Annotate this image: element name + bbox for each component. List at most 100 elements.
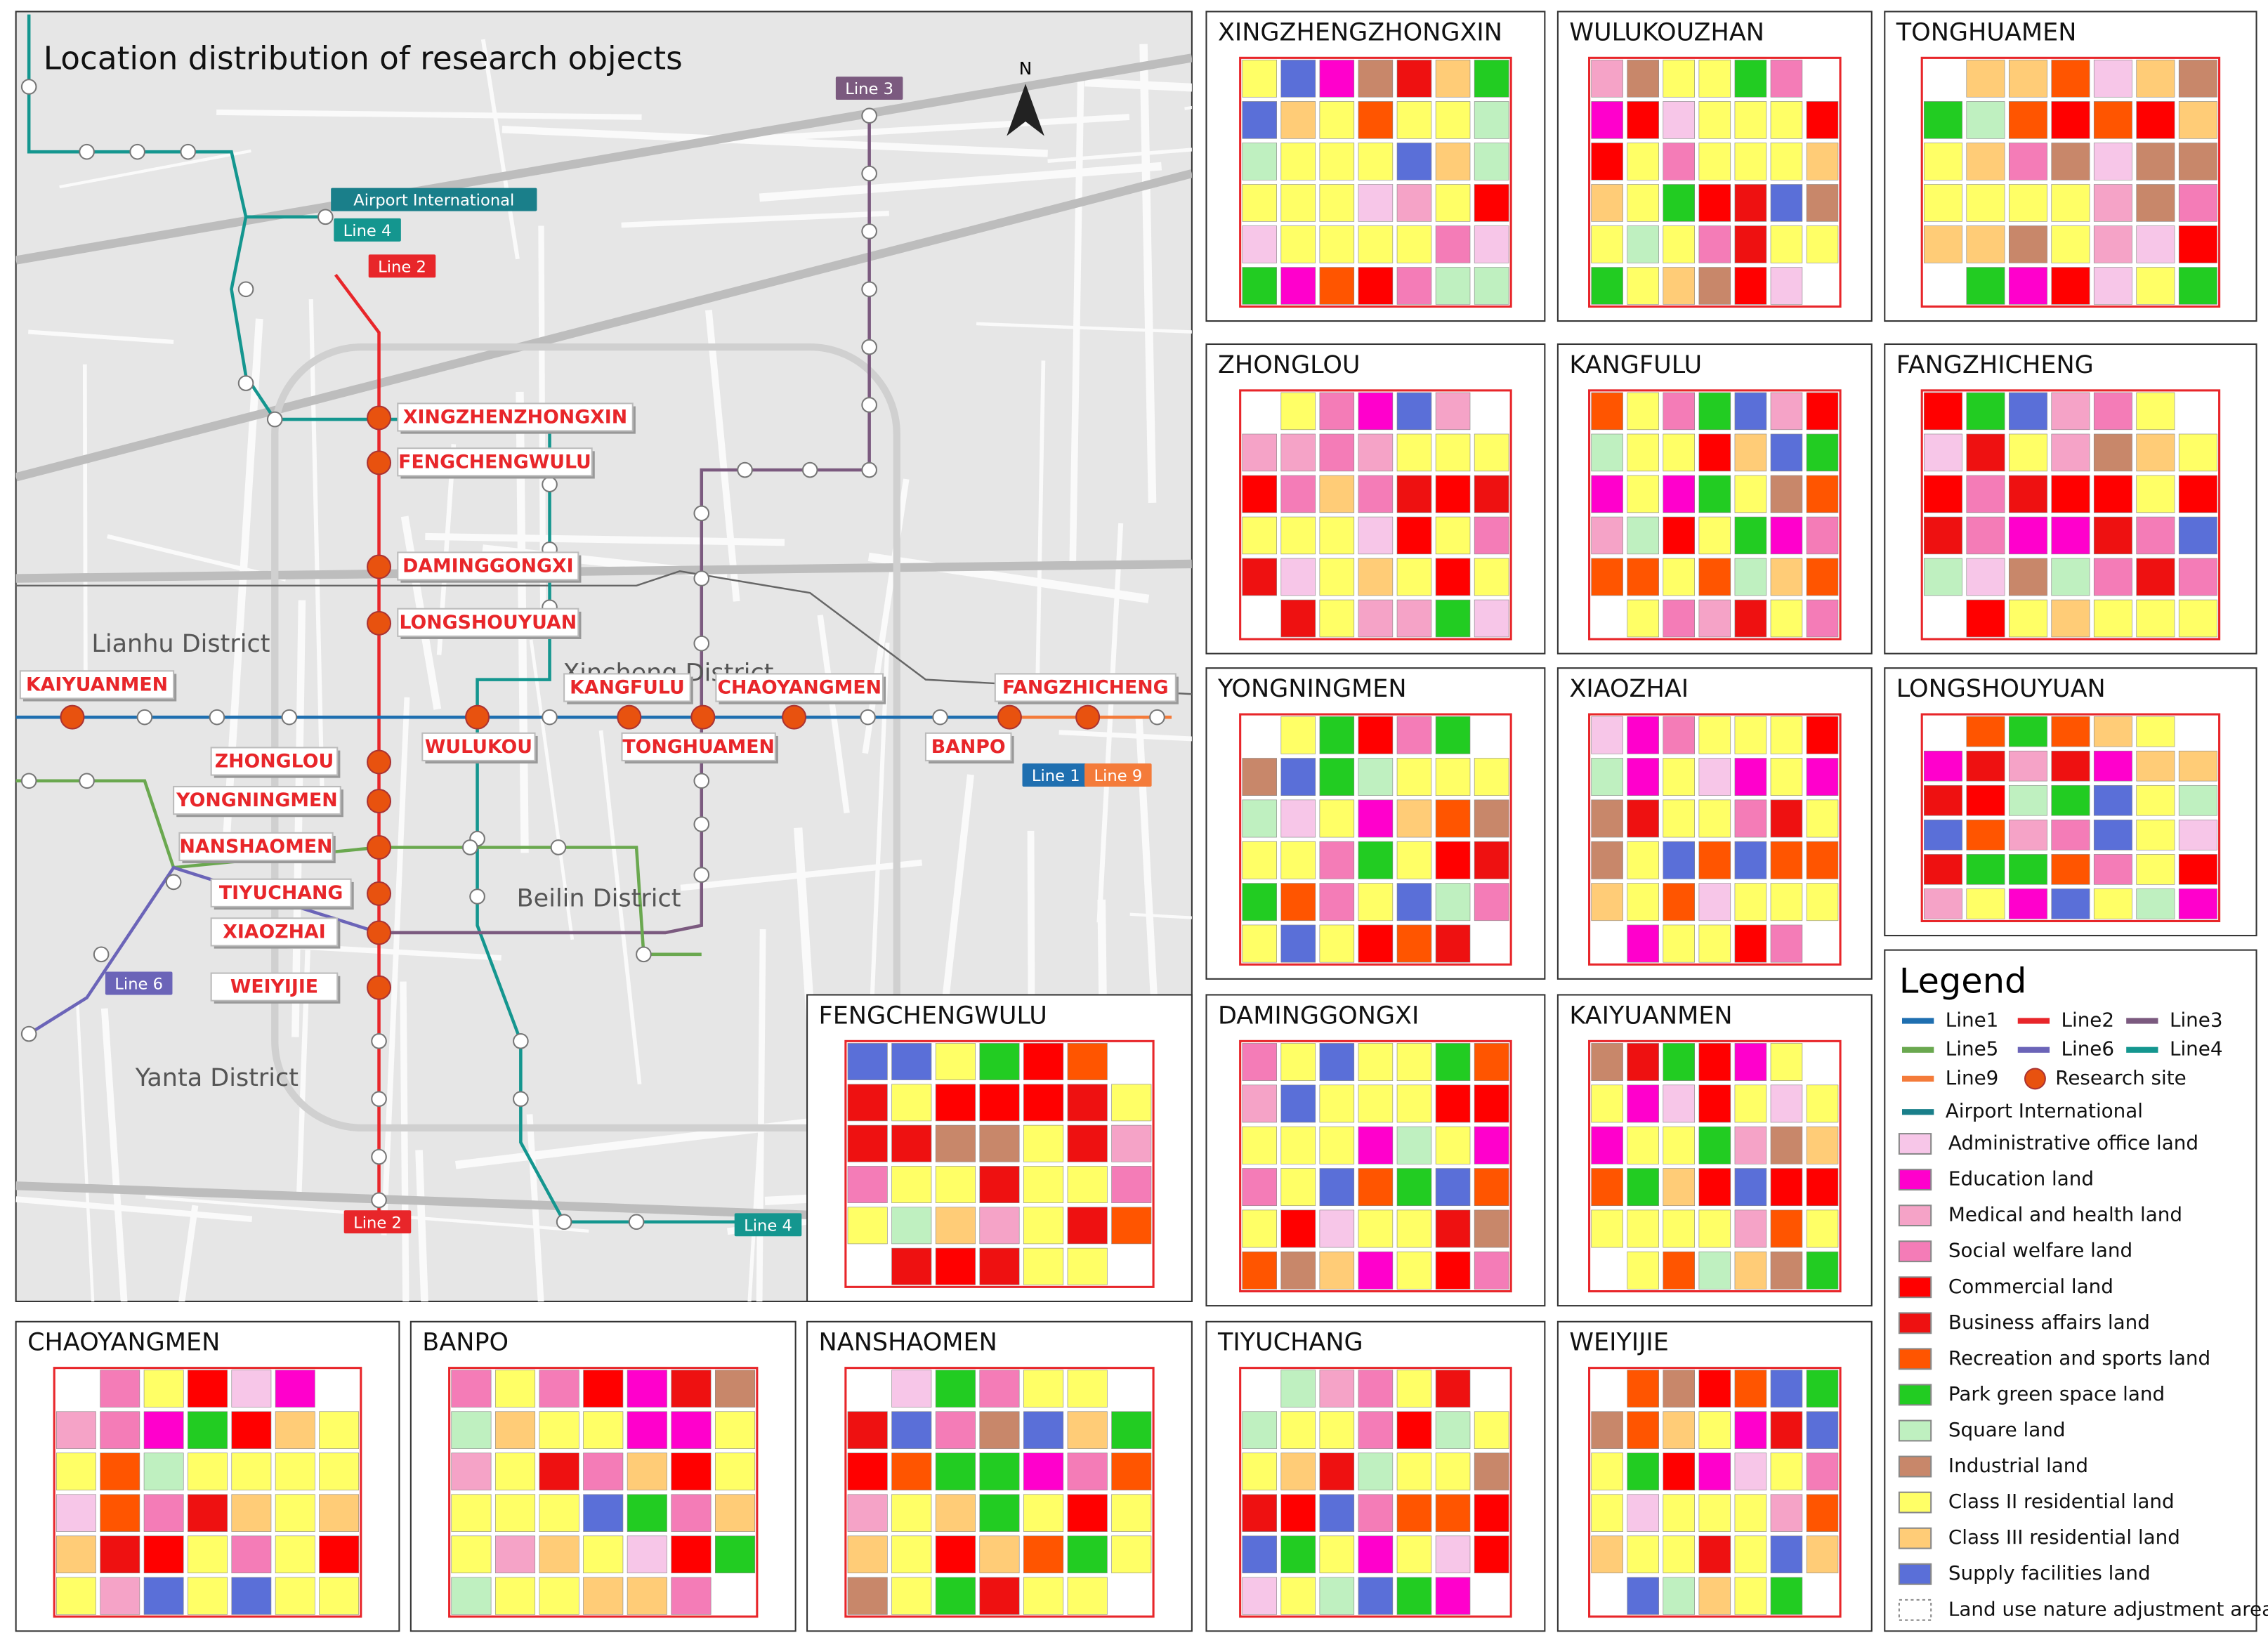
land-parcel <box>1698 599 1731 638</box>
land-parcel <box>1280 433 1316 472</box>
land-parcel <box>1280 1535 1316 1573</box>
land-parcel <box>2093 785 2132 816</box>
land-parcel <box>1242 433 1277 472</box>
land-parcel <box>1474 225 1509 263</box>
land-parcel <box>1663 225 1695 263</box>
land-parcel <box>1627 841 1659 879</box>
land-parcel <box>1435 841 1471 879</box>
land-parcel <box>1627 924 1659 963</box>
land-parcel <box>1923 854 1962 885</box>
research-site <box>367 749 392 775</box>
research-site <box>367 789 392 814</box>
legend-label: Supply facilities land <box>1948 1561 2151 1584</box>
land-parcel <box>1966 750 2005 782</box>
land-parcel <box>2093 475 2132 513</box>
land-parcel <box>1023 1494 1064 1532</box>
road <box>425 532 785 546</box>
land-parcel <box>1627 392 1659 431</box>
land-parcel <box>1435 143 1471 181</box>
research-site <box>367 920 392 945</box>
land-parcel <box>1319 1411 1355 1449</box>
land-parcel <box>2051 516 2090 555</box>
land-parcel <box>275 1370 315 1408</box>
land-parcel <box>2008 433 2047 472</box>
land-parcel <box>627 1370 667 1408</box>
land-parcel <box>1435 1370 1471 1408</box>
station-label-box <box>210 747 339 776</box>
land-parcel <box>1627 143 1659 181</box>
road <box>705 310 740 602</box>
land-parcel <box>1435 924 1471 963</box>
land-parcel <box>847 1535 888 1573</box>
site-boundary <box>1588 713 1842 966</box>
land-parcel <box>1663 392 1695 431</box>
research-site <box>367 975 392 1000</box>
land-parcel <box>1396 841 1432 879</box>
land-parcel <box>2008 716 2047 747</box>
land-parcel <box>1923 392 1962 431</box>
land-parcel <box>1319 758 1355 796</box>
land-parcel <box>1591 1126 1623 1164</box>
station-label-box <box>19 670 175 700</box>
land-parcel <box>1242 516 1277 555</box>
station-label: TONGHUAMEN <box>622 736 775 758</box>
land-parcel <box>1435 1168 1471 1207</box>
land-parcel <box>1067 1535 1108 1573</box>
metro-stop <box>317 209 334 225</box>
land-parcel <box>1591 1209 1623 1248</box>
land-parcel <box>188 1370 228 1408</box>
metro-stop <box>79 773 95 789</box>
land-parcel <box>1698 799 1731 838</box>
land-parcel <box>1358 1168 1394 1207</box>
land-parcel <box>1067 1207 1108 1245</box>
land-parcel <box>1280 143 1316 181</box>
land-parcel <box>1591 758 1623 796</box>
land-parcel <box>319 1535 360 1573</box>
land-parcel <box>1396 60 1432 98</box>
land-parcel <box>2136 143 2175 181</box>
land-parcel <box>1806 475 1839 513</box>
station-label: WEIYIJIE <box>230 976 318 998</box>
research-site <box>690 704 716 730</box>
land-parcel <box>1698 1168 1731 1207</box>
land-parcel <box>2136 60 2175 98</box>
land-parcel <box>979 1084 1020 1122</box>
land-parcel <box>1770 558 1803 596</box>
land-parcel <box>1280 225 1316 263</box>
land-parcel <box>1242 1411 1277 1449</box>
land-parcel <box>1627 1168 1659 1207</box>
panel-title: NANSHAOMEN <box>819 1329 997 1357</box>
land-parcel <box>1067 1247 1108 1285</box>
land-parcel <box>1734 1251 1767 1290</box>
land-parcel <box>1663 1126 1695 1164</box>
land-parcel <box>1770 1043 1803 1081</box>
land-parcel <box>1806 101 1839 139</box>
land-parcel <box>2136 599 2175 638</box>
land-parcel <box>231 1411 272 1449</box>
road <box>526 1114 544 1301</box>
land-parcel <box>1663 1251 1695 1290</box>
north-arrow <box>1007 84 1044 136</box>
site-boundary <box>1239 1367 1512 1618</box>
land-parcel <box>56 1411 96 1449</box>
land-parcel <box>1358 225 1394 263</box>
land-parcel <box>1242 1535 1277 1573</box>
land-parcel <box>1396 101 1432 139</box>
land-parcel <box>891 1247 932 1285</box>
research-site <box>60 704 85 730</box>
land-parcel <box>847 1207 888 1245</box>
land-parcel <box>1280 599 1316 638</box>
land-parcel <box>1435 101 1471 139</box>
land-parcel <box>1627 1370 1659 1408</box>
land-parcel <box>1358 558 1394 596</box>
land-parcel <box>1663 1411 1695 1449</box>
land-parcel <box>1358 1251 1394 1290</box>
land-parcel <box>1242 101 1277 139</box>
land-parcel <box>1698 60 1731 98</box>
land-parcel <box>188 1535 228 1573</box>
land-parcel <box>2178 785 2217 816</box>
land-parcel <box>1923 888 1962 919</box>
legend-swatch <box>1898 1169 1932 1191</box>
land-parcel <box>1627 225 1659 263</box>
land-parcel <box>1435 1411 1471 1449</box>
